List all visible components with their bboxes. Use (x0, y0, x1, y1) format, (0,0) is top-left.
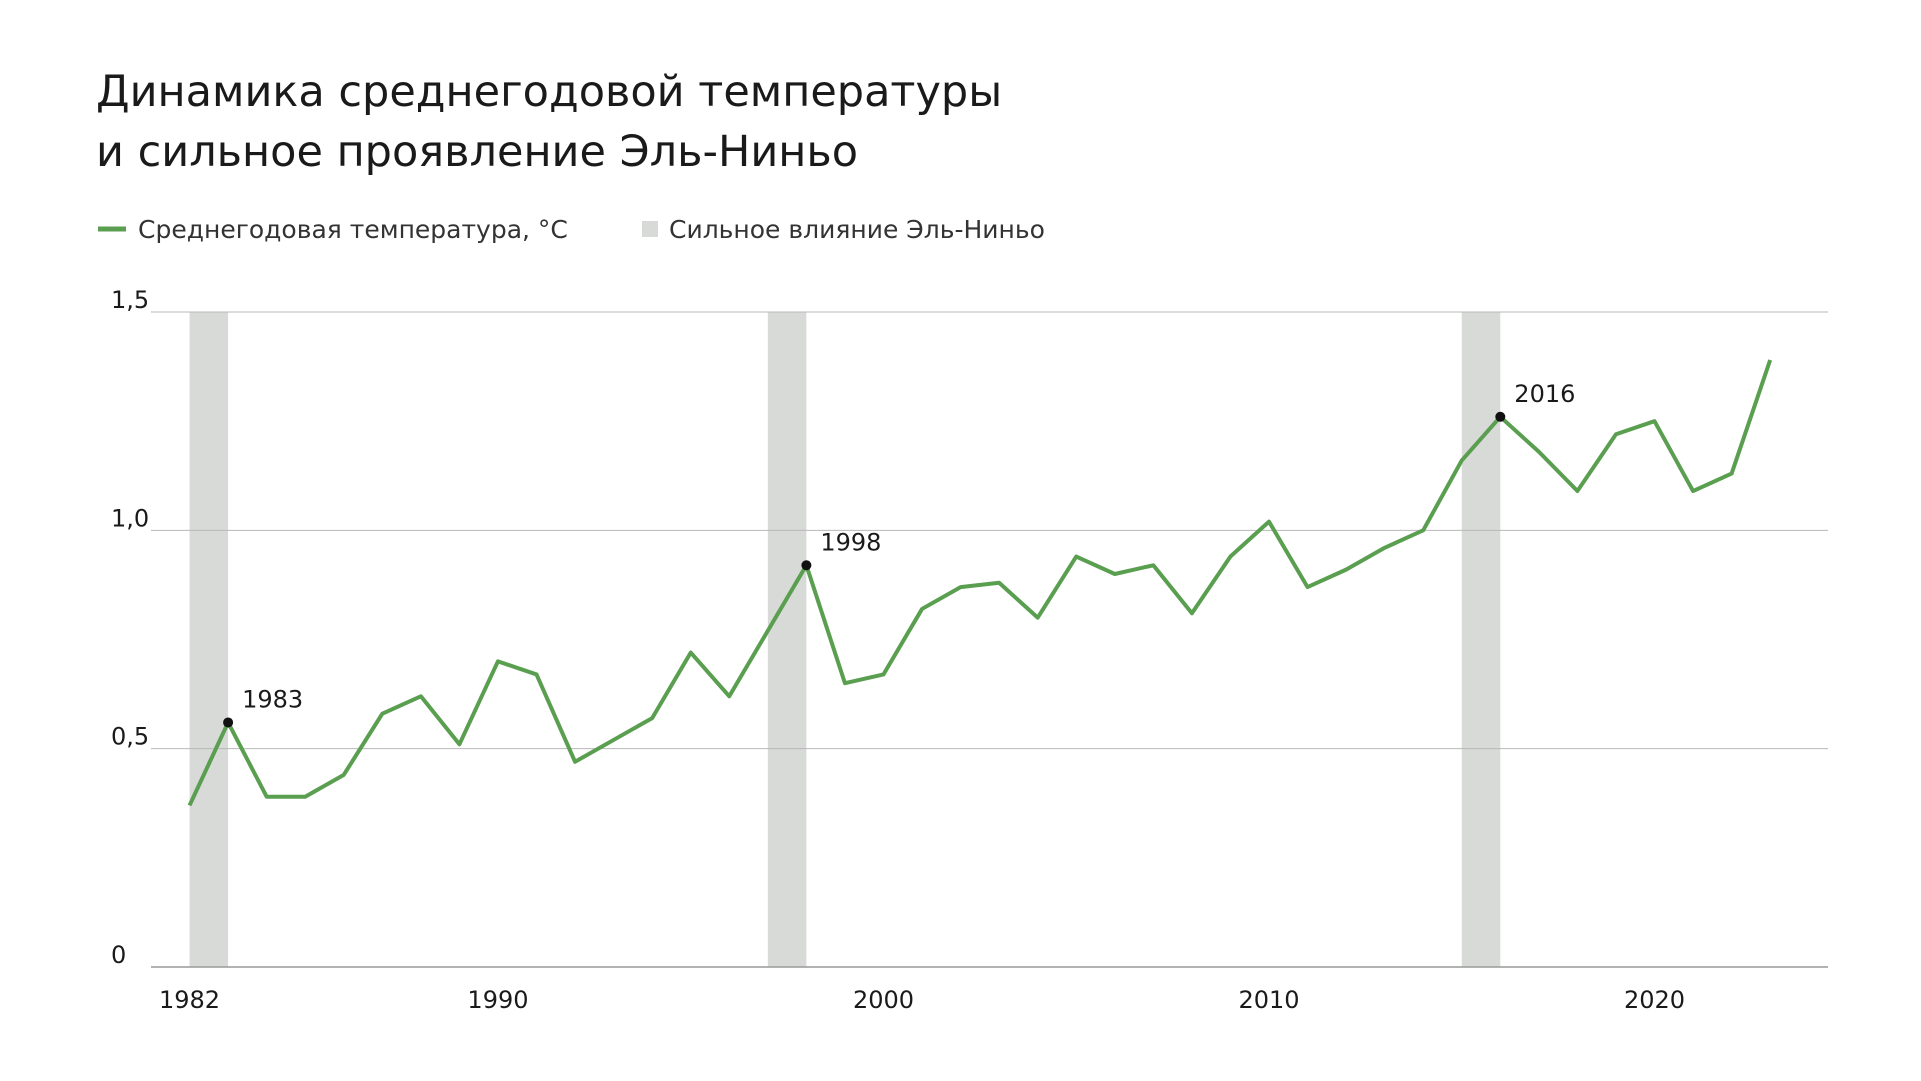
legend-swatch (642, 221, 658, 237)
x-tick-label: 1982 (159, 986, 220, 1014)
x-tick-label: 2020 (1624, 986, 1685, 1014)
annotation-label: 2016 (1514, 380, 1575, 408)
annotation-dot (801, 560, 812, 571)
annotation-label: 1998 (820, 528, 881, 556)
x-tick-label: 2000 (853, 986, 914, 1014)
x-tick-label: 2010 (1238, 986, 1299, 1014)
legend-label: Сильное влияние Эль-Ниньо (669, 215, 1045, 244)
annotation-dot (223, 717, 234, 728)
y-tick-label: 0 (111, 941, 126, 969)
y-tick-label: 0,5 (111, 723, 149, 751)
el-nino-band (767, 312, 807, 967)
annotation-dot (1495, 411, 1506, 422)
temperature-line (187, 359, 1773, 807)
x-tick-label: 1990 (467, 986, 528, 1014)
chart-title: Динамика среднегодовой температуры (96, 67, 1002, 117)
el-nino-band (1461, 312, 1501, 967)
y-tick-label: 1,5 (111, 286, 149, 314)
legend-label: Среднегодовая температура, °C (138, 215, 568, 244)
y-tick-label: 1,0 (111, 504, 149, 532)
el-nino-band (189, 312, 229, 967)
annotation-label: 1983 (242, 685, 303, 713)
chart-title: и сильное проявление Эль-Ниньо (96, 127, 858, 177)
